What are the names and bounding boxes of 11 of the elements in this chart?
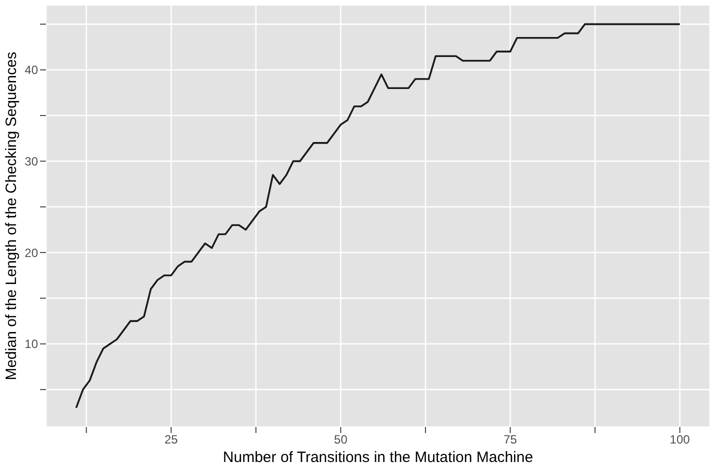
y-axis-title: Median of the Length of the Checking Sequences (3, 52, 20, 380)
x-tick-label: 50 (334, 432, 348, 447)
y-tick-label: 20 (24, 246, 38, 260)
x-axis-title: Number of Transitions in the Mutation Machine (222, 449, 534, 464)
y-tick-label: 30 (24, 154, 38, 168)
x-tick-label: 25 (164, 432, 178, 447)
y-tick-label: 10 (24, 337, 38, 352)
line-series (75, 23, 681, 409)
y-tick-label: 40 (24, 63, 38, 78)
x-tick-label: 75 (504, 432, 518, 447)
x-tick-label: 100 (670, 432, 690, 447)
